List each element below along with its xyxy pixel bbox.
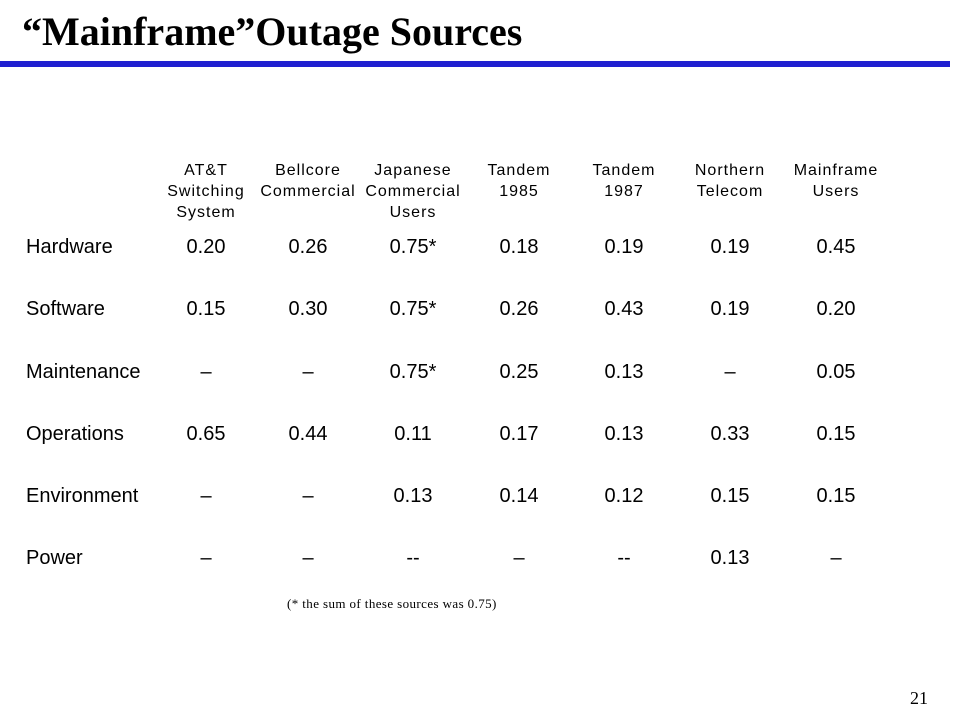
table-cell: –	[724, 361, 736, 383]
table-cell: 0.14	[499, 485, 539, 507]
row-label: Software	[26, 298, 105, 320]
title-underline	[0, 61, 950, 67]
table-cell: 0.25	[499, 361, 539, 383]
table-cell: 0.30	[288, 298, 328, 320]
table-cell: 0.15	[710, 485, 750, 507]
table-cell: 0.26	[288, 236, 328, 258]
table-cell: 0.15	[816, 423, 856, 445]
table-cell: –	[830, 547, 842, 569]
table-cell: –	[302, 485, 314, 507]
row-label: Operations	[26, 423, 124, 445]
column-header: Mainframe Users	[793, 162, 879, 200]
row-label: Hardware	[26, 236, 113, 258]
table-cell: 0.75*	[389, 236, 437, 258]
table-cell: –	[513, 547, 525, 569]
row-label: Power	[26, 547, 83, 569]
table-cell: 0.33	[710, 423, 750, 445]
table-cell: 0.75*	[389, 298, 437, 320]
page-number: 21	[910, 688, 928, 708]
table-cell: --	[617, 547, 631, 569]
column-header: Japanese Commercial Users	[365, 162, 461, 221]
column-header: Tandem 1985	[487, 162, 551, 200]
table-cell: 0.13	[604, 361, 644, 383]
table-cell: –	[200, 361, 212, 383]
row-label: Environment	[26, 485, 139, 507]
table-cell: 0.19	[604, 236, 644, 258]
table-cell: 0.44	[288, 423, 328, 445]
table-cell: 0.13	[604, 423, 644, 445]
table-cell: 0.75*	[389, 361, 437, 383]
table-cell: 0.65	[186, 423, 226, 445]
column-header: AT&T Switching System	[167, 162, 245, 221]
table-cell: 0.26	[499, 298, 539, 320]
table-cell: 0.15	[186, 298, 226, 320]
table-cell: 0.12	[604, 485, 644, 507]
table-cell: 0.13	[393, 485, 433, 507]
table-cell: 0.11	[394, 423, 432, 445]
table-cell: –	[200, 485, 212, 507]
column-header: Northern Telecom	[694, 162, 766, 200]
table-cell: 0.20	[816, 298, 856, 320]
table-cell: 0.05	[816, 361, 856, 383]
table-cell: –	[200, 547, 212, 569]
column-header: Tandem 1987	[592, 162, 656, 200]
column-header: Bellcore Commercial	[260, 162, 356, 200]
table-cell: 0.20	[186, 236, 226, 258]
table-cell: 0.17	[499, 423, 539, 445]
slide-title: “Mainframe”Outage Sources	[22, 9, 523, 54]
table-cell: –	[302, 547, 314, 569]
table-cell: 0.19	[710, 236, 750, 258]
table-cell: 0.18	[499, 236, 539, 258]
row-label: Maintenance	[26, 361, 141, 383]
table-cell: 0.19	[710, 298, 750, 320]
table-cell: 0.45	[816, 236, 856, 258]
table-cell: 0.15	[816, 485, 856, 507]
footnote: (* the sum of these sources was 0.75)	[287, 596, 497, 611]
table-cell: 0.43	[604, 298, 644, 320]
table-cell: 0.13	[710, 547, 750, 569]
table-cell: –	[302, 361, 314, 383]
table-cell: --	[406, 547, 420, 569]
